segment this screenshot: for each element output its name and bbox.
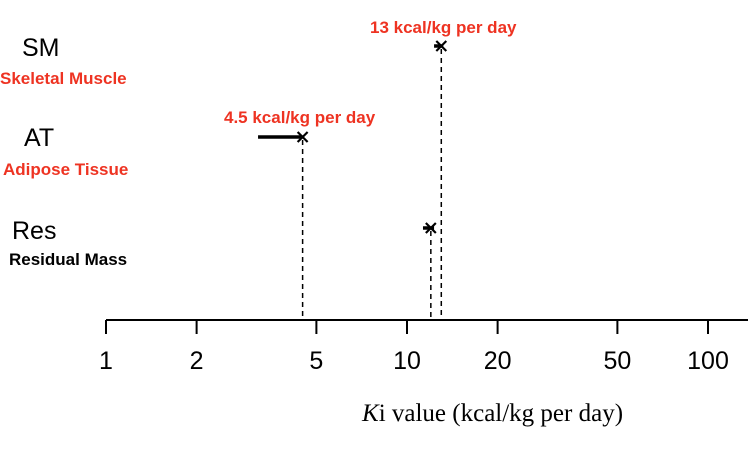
x-tick-label-100: 100 [687, 347, 729, 375]
category-abbr-at: AT [24, 124, 54, 152]
annotation-sm: 13 kcal/kg per day [370, 18, 517, 37]
estimate-marker-at [296, 131, 309, 143]
estimate-marker-res [425, 222, 437, 234]
category-full-sm: Skeletal Muscle [0, 69, 127, 88]
x-tick-label-10: 10 [393, 347, 421, 375]
estimate-marker-sm [435, 40, 448, 52]
category-full-res: Residual Mass [9, 250, 127, 269]
category-full-at: Adipose Tissue [3, 160, 128, 179]
annotation-at: 4.5 kcal/kg per day [224, 108, 376, 127]
x-axis-label: Ki value (kcal/kg per day) [361, 400, 623, 427]
category-abbr-sm: SM [22, 34, 60, 62]
x-tick-label-50: 50 [603, 347, 631, 375]
x-tick-label-1: 1 [99, 347, 113, 375]
x-tick-label-20: 20 [484, 347, 512, 375]
x-tick-label-2: 2 [190, 347, 204, 375]
category-abbr-res: Res [12, 217, 56, 245]
x-tick-label-5: 5 [309, 347, 323, 375]
